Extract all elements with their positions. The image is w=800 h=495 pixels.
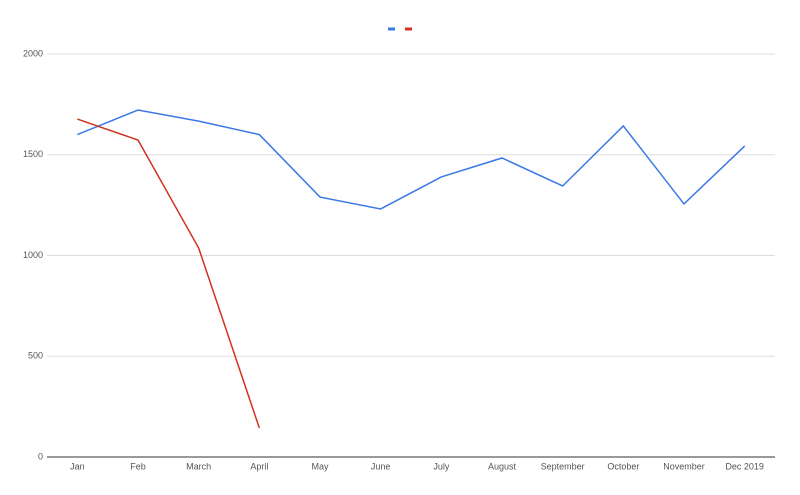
x-tick-label: Feb [130,461,146,471]
x-tick-label: June [371,461,391,471]
y-tick-label: 2000 [23,48,43,58]
x-tick-label: July [433,461,450,471]
y-tick-label: 0 [38,451,43,461]
x-tick-label: August [488,461,517,471]
x-tick-label: April [250,461,268,471]
series-line [77,118,261,429]
y-tick-label: 1500 [23,149,43,159]
x-tick-label: May [311,461,329,471]
x-tick-label: Jan [70,461,85,471]
x-tick-label: March [186,461,211,471]
y-tick-label: 500 [28,351,43,361]
x-tick-label: November [663,461,705,471]
x-tick-label: Dec 2019 [725,461,764,471]
y-tick-label: 1000 [23,250,43,260]
x-tick-label: October [607,461,639,471]
x-tick-label: September [541,461,585,471]
series-line [77,109,746,210]
